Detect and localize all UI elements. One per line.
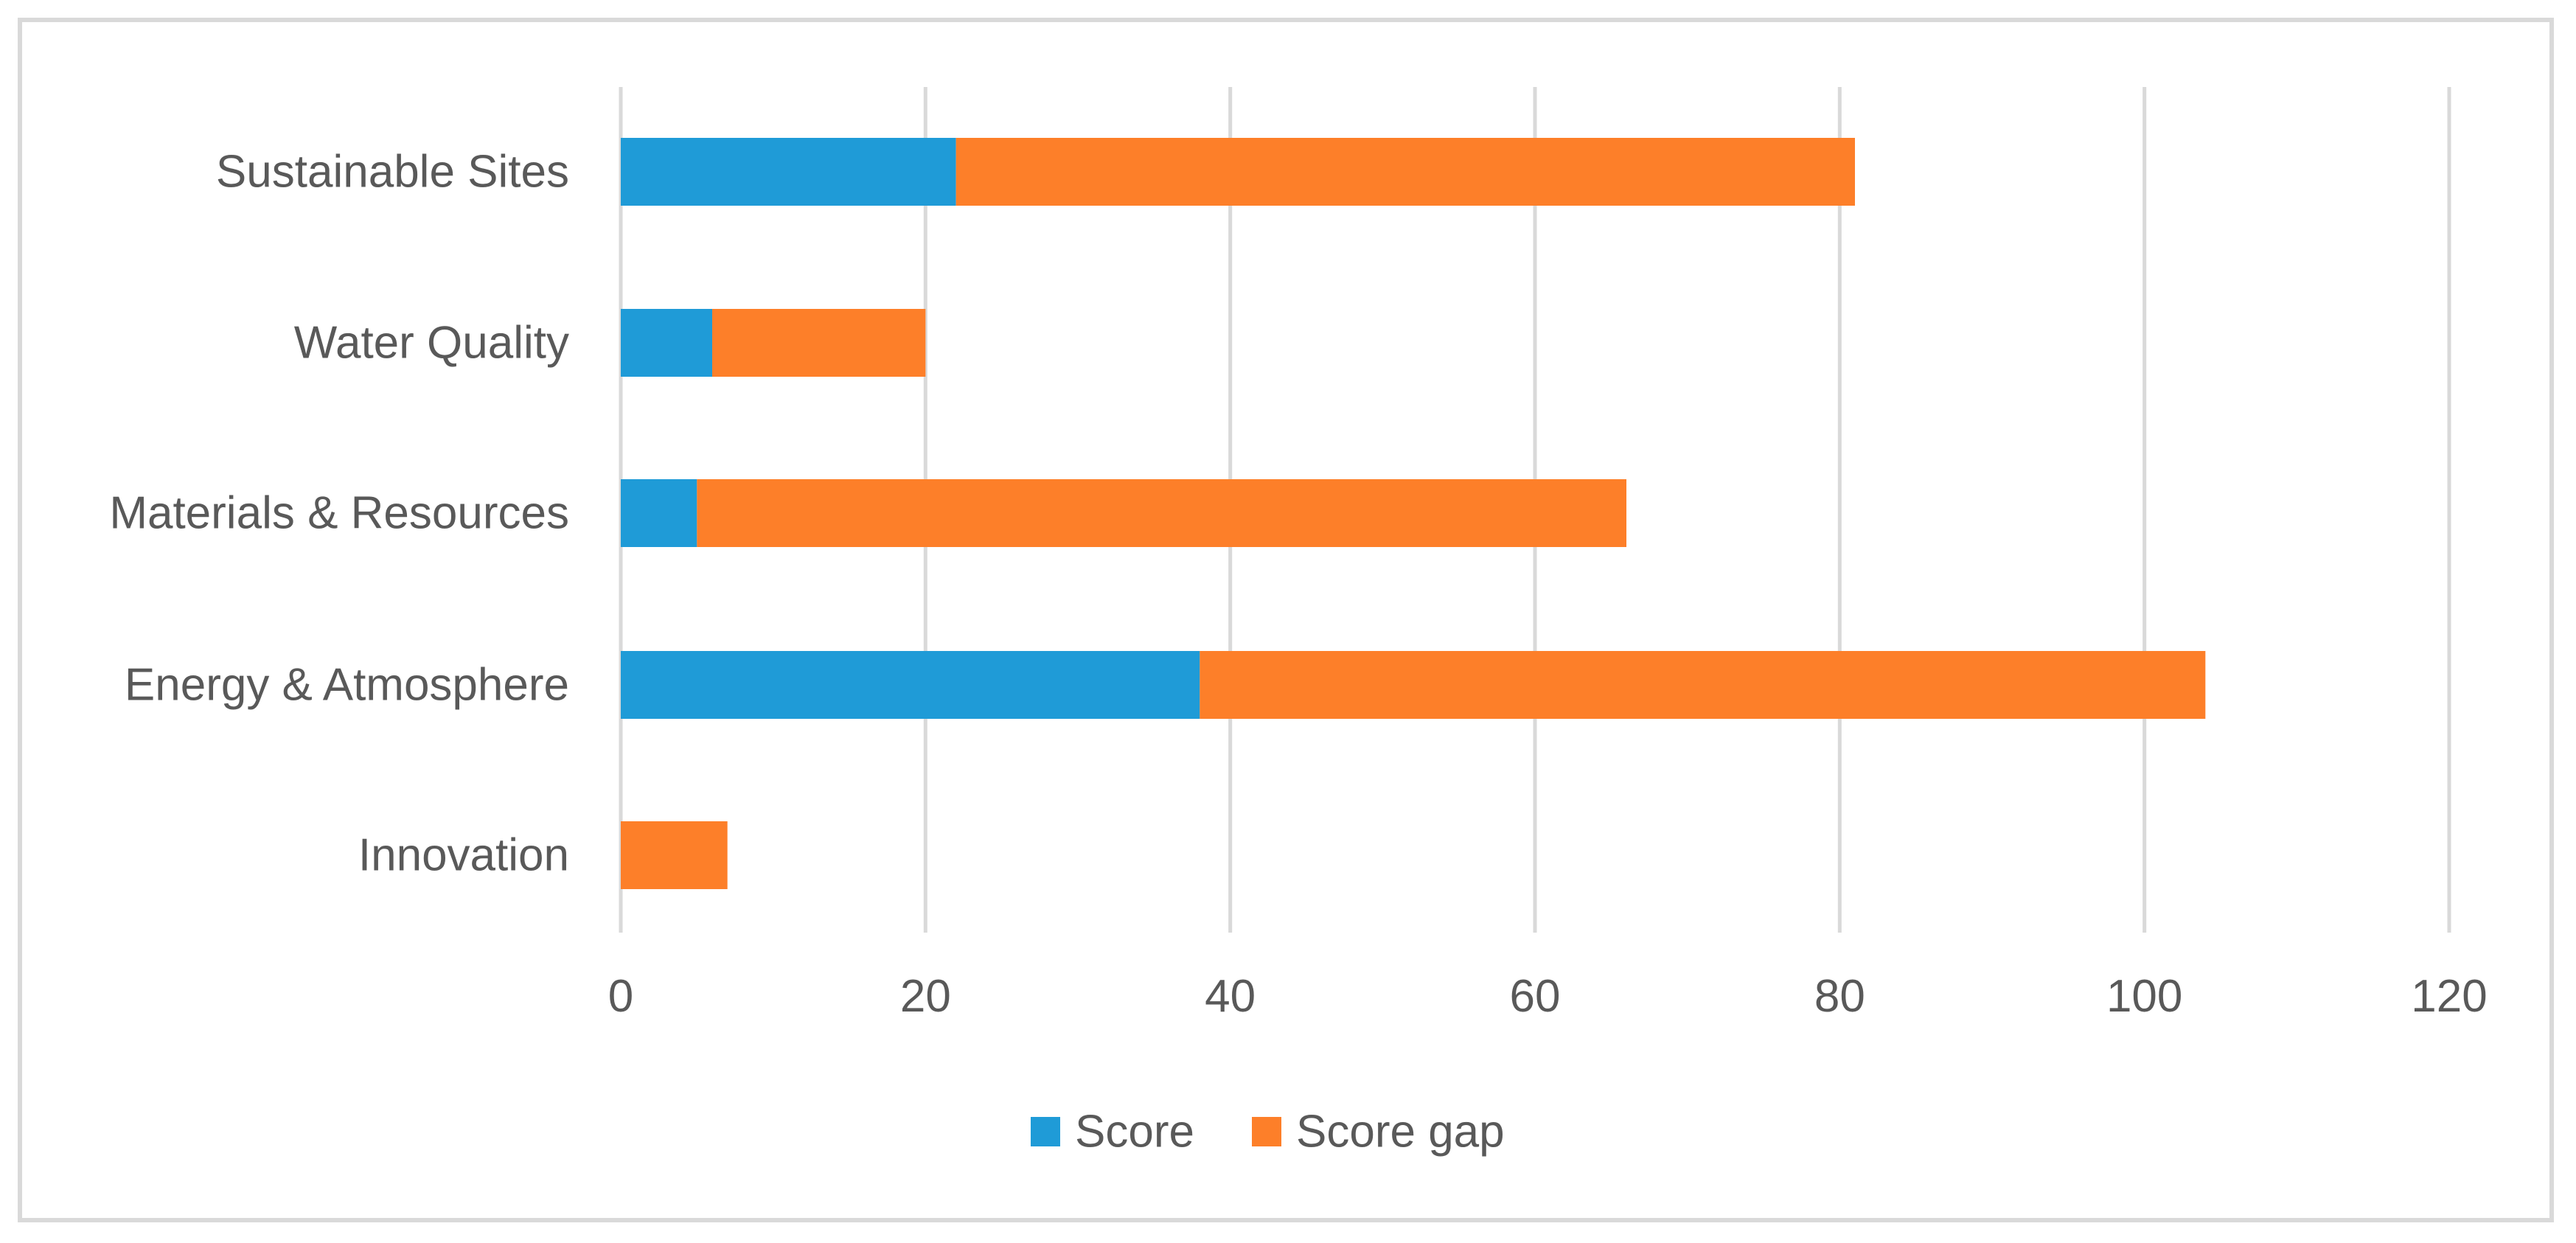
bar-score-gap xyxy=(712,309,926,377)
x-tick-label: 60 xyxy=(1510,971,1561,1022)
bar-score xyxy=(621,138,956,206)
bar-score xyxy=(621,651,1200,719)
bar-score-gap xyxy=(697,479,1627,547)
bar-score-gap xyxy=(955,138,1855,206)
legend-swatch-score xyxy=(1031,1117,1060,1146)
x-tick-label: 20 xyxy=(900,971,951,1022)
legend-label: Score gap xyxy=(1296,1107,1505,1157)
category-label: Energy & Atmosphere xyxy=(125,660,569,711)
gridlines xyxy=(619,87,2451,933)
category-label: Innovation xyxy=(358,830,569,881)
x-tick-label: 120 xyxy=(2411,971,2487,1022)
bar-score xyxy=(621,479,697,547)
bars xyxy=(621,138,2206,889)
category-label: Sustainable Sites xyxy=(216,147,569,198)
legend-swatch-score-gap xyxy=(1252,1117,1281,1146)
category-label: Materials & Resources xyxy=(109,488,569,539)
bar-score-gap xyxy=(1200,651,2206,719)
bar-score xyxy=(621,309,712,377)
chart-frame xyxy=(18,18,2554,1222)
bar-score-gap xyxy=(621,821,728,889)
category-labels: Sustainable Sites Water Quality Materials … xyxy=(109,147,569,881)
x-tick-labels: 0 20 40 60 80 100 120 xyxy=(608,971,2488,1022)
category-label: Water Quality xyxy=(294,318,569,369)
x-tick-label: 40 xyxy=(1205,971,1256,1022)
x-tick-label: 80 xyxy=(1814,971,1865,1022)
x-tick-label: 100 xyxy=(2106,971,2182,1022)
x-tick-label: 0 xyxy=(608,971,633,1022)
legend-label: Score xyxy=(1075,1107,1194,1157)
legend: Score Score gap xyxy=(1031,1107,1505,1157)
